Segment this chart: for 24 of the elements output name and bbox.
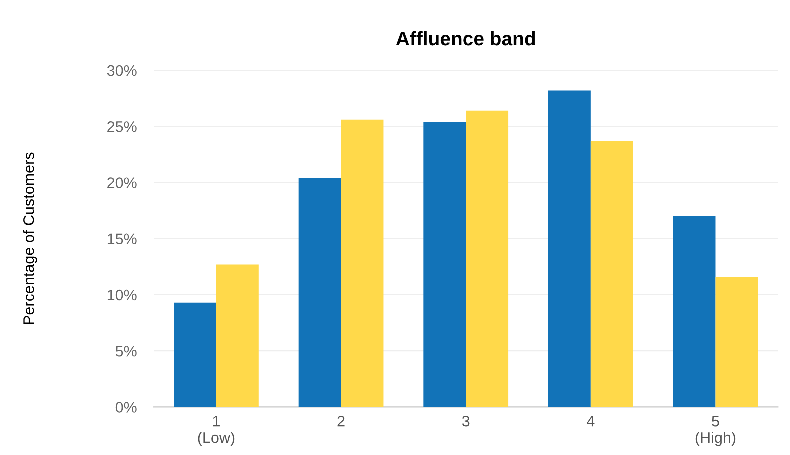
y-tick-label: 30% <box>107 65 137 76</box>
bar <box>298 178 342 408</box>
y-tick-label: 10% <box>108 290 137 301</box>
bar <box>466 110 509 408</box>
x-tick-label: 3 <box>462 416 470 427</box>
y-tick-label: 0% <box>116 402 137 413</box>
chart-title: Affluence band <box>396 31 536 46</box>
x-tick-label: 4 <box>587 416 595 427</box>
x-tick-label: 5 (High) <box>696 416 736 446</box>
bar <box>341 120 384 408</box>
y-axis-title: Percentage of Customers <box>23 152 38 324</box>
bar <box>174 302 216 408</box>
bar <box>673 216 716 408</box>
bar <box>590 141 634 408</box>
bar <box>548 90 591 408</box>
y-tick-label: 20% <box>108 178 137 188</box>
bar <box>216 264 259 408</box>
y-tick-label: 25% <box>108 122 137 132</box>
y-tick-label: 5% <box>116 346 137 357</box>
bar <box>716 277 758 408</box>
x-tick-label: 1 (Low) <box>198 416 235 446</box>
y-tick-label: 15% <box>108 234 137 245</box>
x-tick-label: 2 <box>338 416 345 427</box>
bar <box>424 122 466 408</box>
